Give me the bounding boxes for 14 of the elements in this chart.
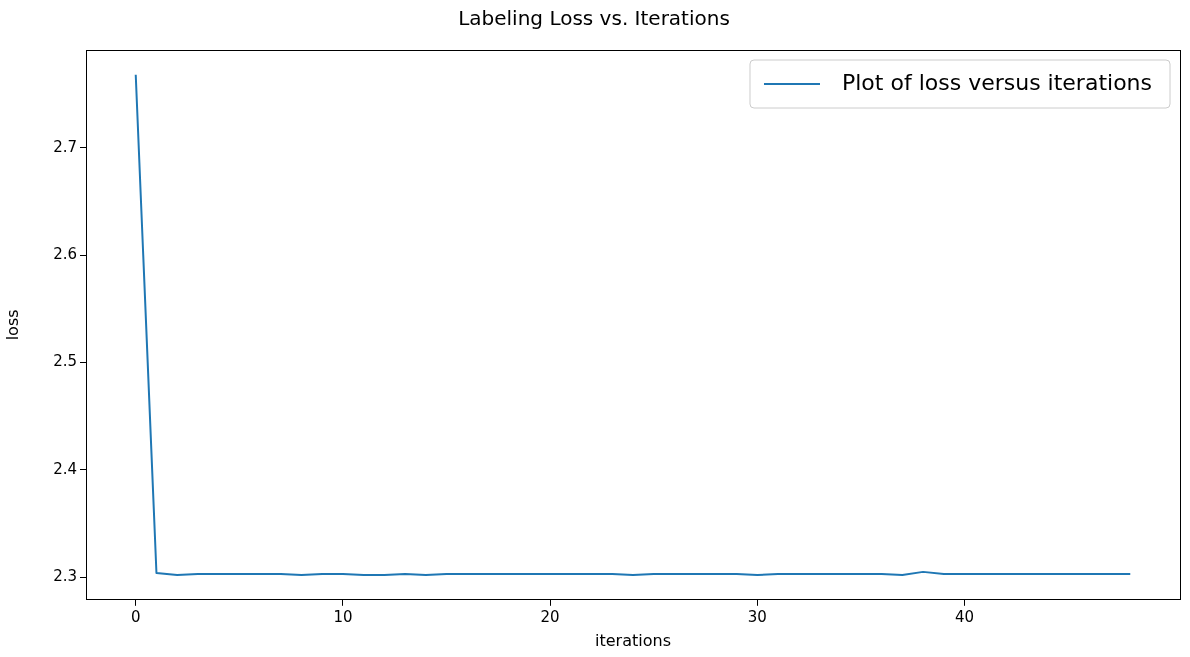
y-tick-label: 2.3 [53,567,77,586]
x-tick-label: 40 [954,607,975,626]
y-tick-label: 2.7 [53,137,77,156]
y-tick-label: 2.6 [53,244,77,263]
y-tick-label: 2.4 [53,459,77,478]
legend-label: Plot of loss versus iterations [841,69,1153,95]
y-tick-label: 2.5 [53,352,77,371]
x-axis-title: iterations [595,630,671,650]
x-tick-label: 10 [333,607,353,626]
x-tick-label: 20 [540,607,560,626]
x-tick-label: 30 [747,607,767,626]
y-axis-title: loss [2,309,22,341]
x-tick-label: 0 [130,607,141,626]
chart-title: Labeling Loss vs. Iterations [458,6,730,31]
